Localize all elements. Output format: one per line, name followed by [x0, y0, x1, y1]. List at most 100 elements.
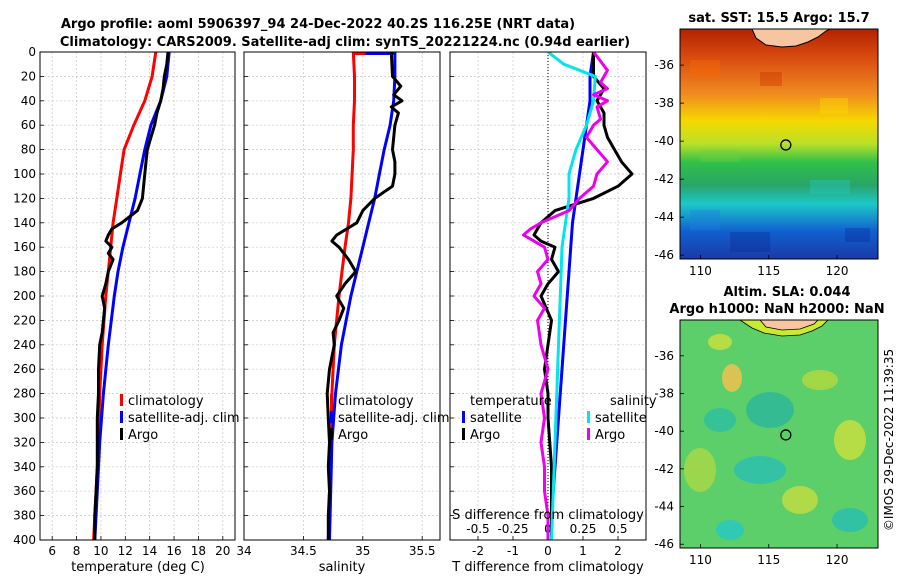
x-tick-label: 0: [544, 544, 552, 558]
temperature-ticks: 0 20 40 60 80 100 120 140 160 180 200 220 240 260 280 3…: [13, 45, 230, 558]
series-line-argo: [325, 52, 404, 540]
legend-label-temp-argo: Argo: [470, 428, 500, 443]
difference-lines: [522, 52, 634, 540]
y-tick-label: 280: [13, 387, 36, 401]
sst-field: [680, 29, 878, 259]
temperature-lines: [92, 52, 171, 540]
y-tick-label: 400: [13, 533, 36, 547]
series-line-climatology: [92, 52, 158, 540]
y-tick-label: 120: [13, 191, 36, 205]
x-tick-label: 20: [215, 544, 230, 558]
y-tick-label: 0: [28, 45, 36, 59]
s-difference-tick-label: -0.5: [466, 522, 489, 536]
sst-texture: [690, 60, 870, 252]
figure-title-line2: Climatology: CARS2009. Satellite-adj cli…: [60, 35, 630, 50]
y-tick-label: 300: [13, 411, 36, 425]
x-tick-label: 34: [236, 544, 251, 558]
map-x-tick-label: 110: [689, 553, 712, 567]
legend-swatch-sal-satellite: [587, 411, 590, 423]
x-tick-label: 18: [191, 544, 206, 558]
sst-map: sat. SST: 15.5 Argo: 15.7 110 115 120 -36 -3…: [654, 11, 879, 278]
legend-swatch-argo: [120, 428, 123, 440]
legend-swatch-satellite: [120, 411, 123, 423]
map-y-tick-label: -38: [654, 96, 674, 110]
x-tick-label: -1: [507, 544, 519, 558]
x-tick-label: 35: [355, 544, 370, 558]
y-tick-label: 340: [13, 460, 36, 474]
y-tick-label: 160: [13, 240, 36, 254]
map-y-tick-label: -44: [654, 500, 674, 514]
x-tick-label: 6: [48, 544, 56, 558]
y-tick-label: 20: [21, 69, 36, 83]
figure-title-line1: Argo profile: aoml 5906397_94 24-Dec-202…: [61, 17, 575, 32]
legend-swatch-sal-argo: [587, 428, 590, 440]
map-x-tick-label: 115: [757, 553, 780, 567]
map-y-tick-label: -40: [654, 134, 674, 148]
sla-map-frame: [679, 319, 879, 549]
sla-map-ticks: 110 115 120 -36 -38 -40 -42 -44 -46: [654, 349, 848, 567]
legend-swatch-climatology: [120, 394, 123, 406]
salinity-xlabel: salinity: [319, 560, 366, 575]
sst-heatmap: [680, 29, 878, 259]
x-tick-label: 35.5: [409, 544, 436, 558]
legend-swatch-temp-argo: [462, 428, 465, 440]
map-y-tick-label: -38: [654, 386, 674, 400]
y-tick-label: 100: [13, 167, 36, 181]
legend-title-temperature: temperature: [470, 394, 552, 409]
salinity-panel: 34 34.5 35 35.5 climatology satellite-adj. …: [236, 51, 450, 575]
series-line-salinity-argo: [522, 52, 609, 540]
sst-land: [751, 29, 831, 48]
legend-label-satellite: satellite-adj. clim: [128, 411, 240, 426]
legend-swatch-satellite: [330, 411, 333, 423]
temperature-xlabel: temperature (deg C): [71, 560, 205, 575]
sla-map-title-line1: Altim. SLA: 0.044: [724, 285, 851, 300]
map-x-tick-label: 110: [689, 264, 712, 278]
y-tick-label: 260: [13, 362, 36, 376]
x-tick-label: 16: [166, 544, 181, 558]
x-tick-label: 10: [93, 544, 108, 558]
y-tick-label: 240: [13, 338, 36, 352]
legend-label-argo: Argo: [128, 428, 158, 443]
sst-map-ticks: 110 115 120 -36 -38 -40 -42 -44 -46: [654, 58, 848, 278]
map-x-tick-label: 120: [826, 264, 849, 278]
map-y-tick-label: -36: [654, 58, 674, 72]
y-tick-label: 80: [21, 143, 36, 157]
x-tick-label: 12: [118, 544, 133, 558]
s-difference-tick-label: -0.25: [497, 522, 528, 536]
legend-label-sal-argo: Argo: [595, 428, 625, 443]
y-tick-label: 220: [13, 313, 36, 327]
y-tick-label: 180: [13, 265, 36, 279]
t-difference-xlabel: T difference from climatology: [451, 560, 644, 575]
map-y-tick-label: -46: [654, 248, 674, 262]
map-y-tick-label: -36: [654, 349, 674, 363]
salinity-grid: [243, 51, 440, 541]
series-line-climatology: [326, 52, 356, 540]
y-tick-label: 40: [21, 94, 36, 108]
salinity-lines: [325, 52, 404, 540]
argo-position-marker: [780, 429, 792, 441]
y-tick-label: 380: [13, 509, 36, 523]
legend-swatch-climatology: [330, 394, 333, 406]
temperature-frame: [39, 51, 236, 541]
legend-title-salinity: salinity: [610, 394, 657, 409]
x-tick-label: 14: [142, 544, 157, 558]
series-line-argo: [93, 52, 170, 540]
x-tick-label: 8: [73, 544, 81, 558]
s-difference-tick-label: 0.5: [608, 522, 627, 536]
legend-swatch-temp-satellite: [462, 411, 465, 423]
map-y-tick-label: -42: [654, 462, 674, 476]
sst-map-title: sat. SST: 15.5 Argo: 15.7: [688, 11, 869, 26]
legend-label-climatology: climatology: [128, 394, 204, 409]
sst-map-frame: [679, 28, 879, 260]
sla-map-title-line2: Argo h1000: NaN h2000: NaN: [669, 302, 884, 317]
legend-label-climatology: climatology: [338, 394, 414, 409]
sla-map: Altim. SLA: 0.044 Argo h1000: NaN h2000:…: [654, 285, 884, 567]
sla-land: [759, 320, 819, 331]
x-tick-label: 34.5: [290, 544, 317, 558]
series-line-satellite-adj-clim: [328, 52, 397, 540]
difference-legend: temperature satellite Argo salinity sate…: [462, 394, 657, 443]
y-tick-label: 360: [13, 484, 36, 498]
temperature-panel: 0 20 40 60 80 100 120 140 160 180 200 220 240 260 280 3…: [13, 45, 240, 575]
copyright-stamp: ©IMOS 29-Dec-2022 11:39:35: [882, 349, 896, 531]
